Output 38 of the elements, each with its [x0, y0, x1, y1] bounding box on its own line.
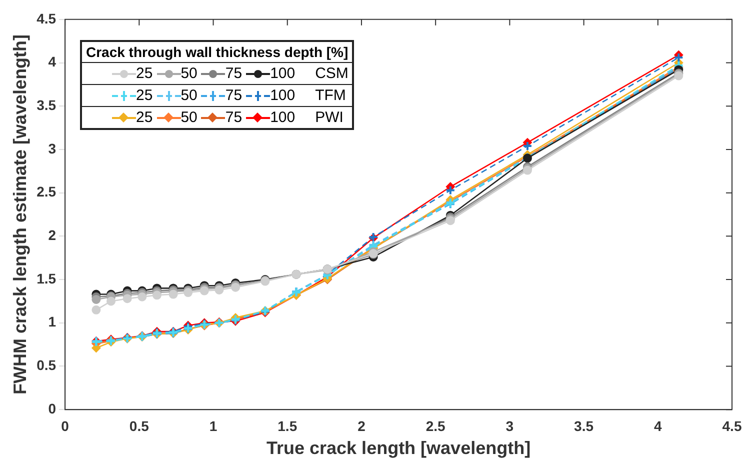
legend-label: 50	[180, 109, 198, 126]
y-tick-label: 2	[48, 227, 56, 244]
legend-label: 100	[270, 87, 296, 104]
x-tick-label: 4	[654, 418, 662, 434]
x-tick-label: 3	[506, 418, 514, 434]
annotation: CSM	[315, 65, 348, 82]
x-tick-label: 3.5	[574, 418, 594, 434]
x-tick-label: 0.5	[129, 418, 150, 434]
y-tick-label: 0.5	[36, 357, 56, 374]
y-tick-label: 1	[48, 314, 56, 330]
x-tick-label: 1.5	[278, 418, 298, 434]
y-axis-title: FWHM crack length estimate [wavelength]	[10, 34, 30, 395]
legend-label: 50	[180, 65, 198, 82]
legend-label: 75	[225, 87, 242, 104]
x-tick-label: 0	[61, 418, 70, 434]
legend-label: 25	[136, 65, 153, 82]
y-tick-label: 3	[48, 140, 56, 156]
y-tick-label: 4	[48, 54, 56, 70]
x-tick-label: 2	[358, 418, 366, 434]
x-axis-title: True crack length [wavelength]	[266, 438, 531, 458]
legend-label: 75	[225, 65, 242, 82]
annotation: PWI	[315, 109, 344, 126]
y-tick-label: 3.5	[36, 96, 56, 113]
x-tick-label: 4.5	[722, 418, 742, 434]
legend-label: 100	[270, 109, 296, 126]
legend-label: 25	[136, 87, 153, 104]
annotation: TFM	[315, 87, 346, 104]
legend-label: 75	[225, 109, 242, 126]
y-tick-label: 2.5	[36, 184, 56, 200]
legend-label: 100	[270, 65, 296, 82]
x-tick-label: 2.5	[426, 418, 446, 434]
y-tick-label: 0	[48, 400, 56, 416]
y-tick-label: 4.5	[36, 10, 56, 26]
legend-title: Crack through wall thickness depth [%]	[82, 42, 352, 63]
legend-label: 25	[136, 109, 153, 126]
y-tick-label: 1.5	[36, 270, 56, 286]
x-tick-label: 1	[209, 418, 218, 434]
legend-label: 50	[180, 87, 198, 104]
